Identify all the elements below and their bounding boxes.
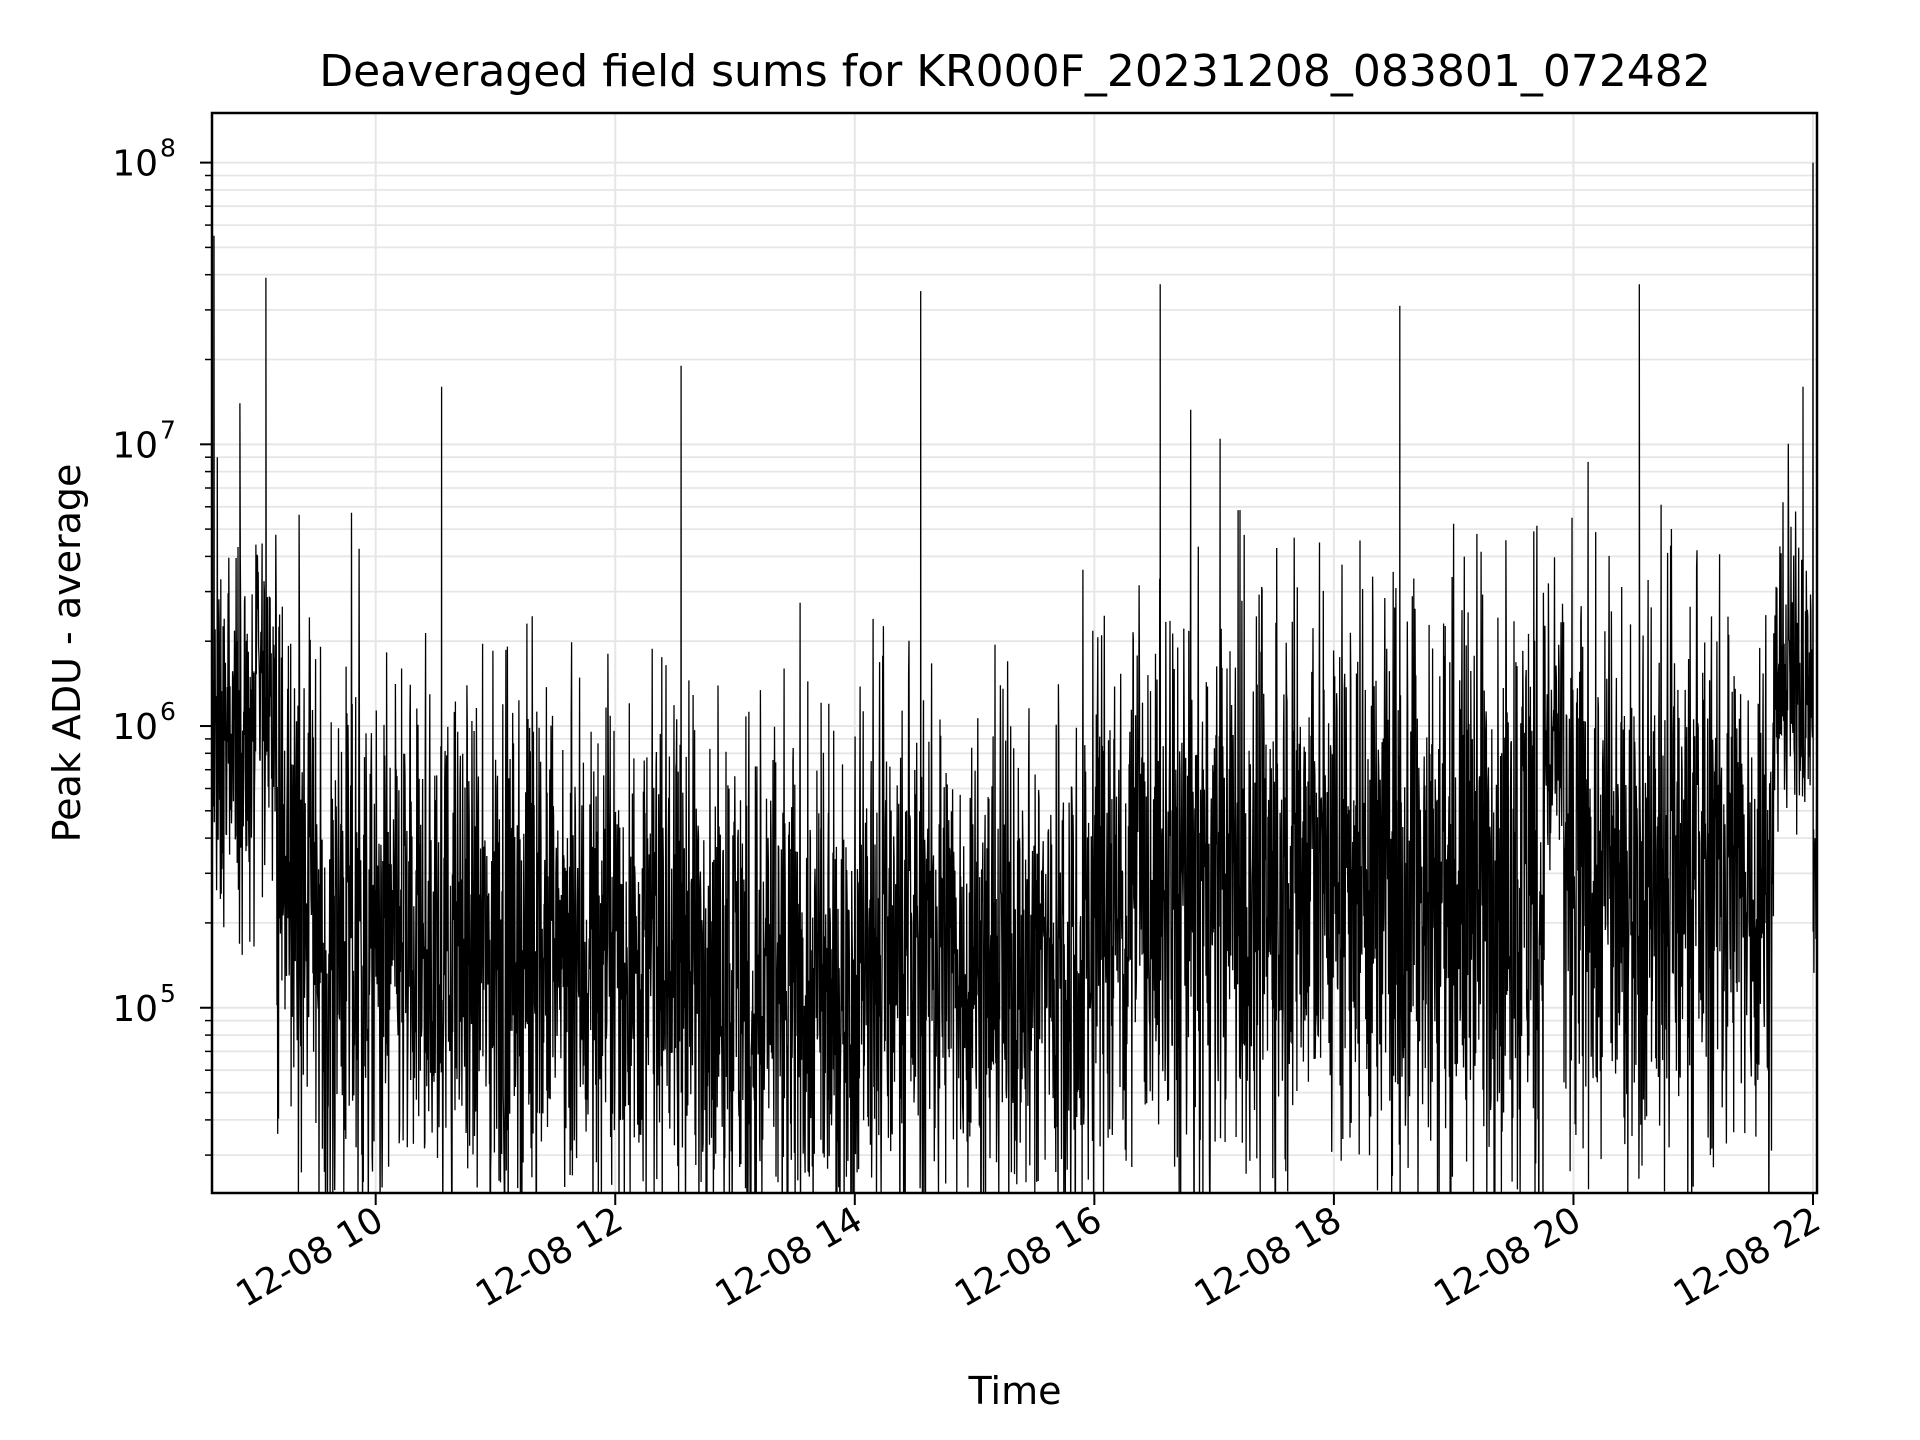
y-tick-label: 10 — [112, 989, 158, 1030]
plot-frame — [210, 111, 1819, 1195]
series-line — [212, 162, 1817, 1193]
y-tick-exponent: 8 — [160, 134, 176, 163]
y-tick-label: 10 — [112, 144, 158, 185]
chart-title: Deaveraged field sums for KR000F_2023120… — [319, 46, 1711, 97]
y-tick-label: 10 — [112, 707, 158, 748]
y-tick-label: 10 — [112, 425, 158, 466]
y-tick-exponent: 6 — [160, 697, 176, 726]
y-tick-exponent: 7 — [160, 415, 176, 444]
y-tick-exponent: 5 — [160, 979, 176, 1008]
y-axis-label: Peak ADU - average — [45, 464, 89, 843]
x-axis-label: Time — [968, 1369, 1062, 1413]
